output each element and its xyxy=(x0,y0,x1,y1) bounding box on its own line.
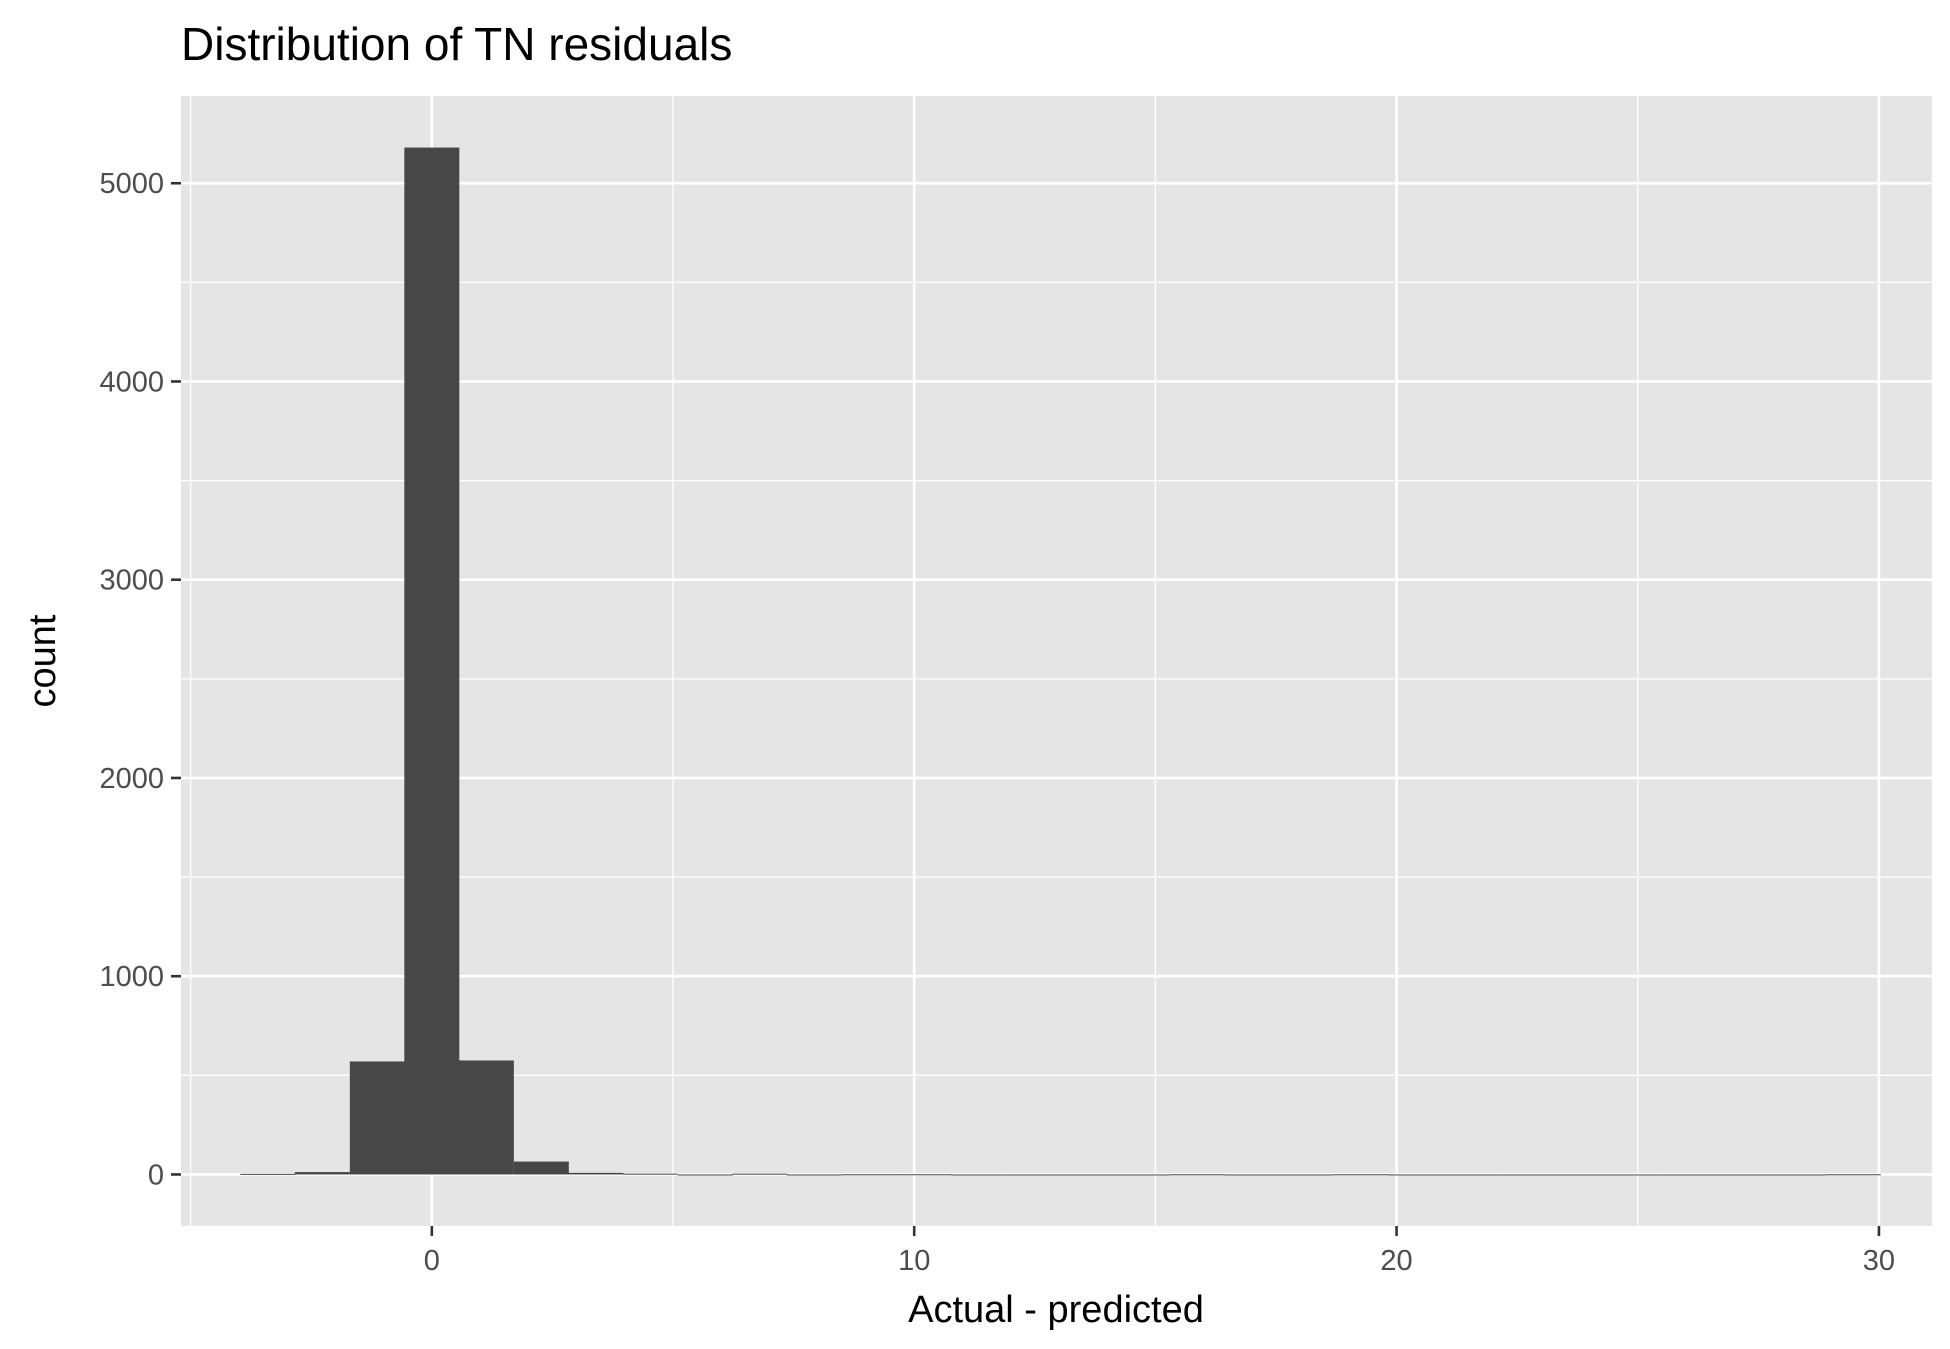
x-axis: 0 10 20 30 xyxy=(424,1226,1895,1277)
histogram-bar xyxy=(1224,1174,1280,1176)
histogram-bar xyxy=(1497,1174,1553,1176)
y-tick-label: 0 xyxy=(148,1159,164,1191)
histogram-bars xyxy=(240,147,1881,1176)
histogram-bar xyxy=(1606,1174,1662,1176)
histogram-bar xyxy=(1388,1174,1444,1176)
y-axis: 0 1000 2000 3000 4000 5000 xyxy=(99,168,181,1191)
histogram-bar xyxy=(1442,1174,1498,1176)
histogram-bar xyxy=(1661,1174,1717,1176)
y-tick-label: 3000 xyxy=(99,565,164,597)
histogram-bar xyxy=(1552,1174,1608,1176)
plot-panel xyxy=(181,96,1932,1226)
histogram-bar xyxy=(1770,1174,1826,1176)
y-tick-label: 1000 xyxy=(99,961,164,993)
histogram-bar xyxy=(950,1174,1006,1176)
chart-title: Distribution of TN residuals xyxy=(181,18,732,70)
histogram-bar xyxy=(1114,1174,1170,1176)
x-tick-label: 10 xyxy=(898,1245,930,1277)
histogram-bar xyxy=(513,1161,569,1175)
histogram-bar xyxy=(622,1173,678,1175)
x-tick-label: 20 xyxy=(1380,1245,1412,1277)
y-tick-label: 4000 xyxy=(99,366,164,398)
y-axis-title: count xyxy=(22,614,64,707)
y-tick-label: 2000 xyxy=(99,763,164,795)
histogram-bar xyxy=(732,1173,788,1175)
histogram-bar xyxy=(1716,1174,1772,1176)
histogram-bar xyxy=(896,1174,952,1176)
histogram-bar xyxy=(1278,1174,1334,1176)
histogram-bar xyxy=(1169,1174,1225,1176)
x-axis-title: Actual - predicted xyxy=(908,1289,1204,1331)
histogram-bar xyxy=(458,1060,514,1175)
histogram-bar xyxy=(677,1174,733,1176)
x-tick-label: 0 xyxy=(424,1245,440,1277)
histogram-bar xyxy=(1060,1174,1116,1176)
histogram-bar xyxy=(1825,1174,1881,1176)
histogram-bar xyxy=(294,1172,350,1175)
histogram-bar xyxy=(1005,1174,1061,1176)
histogram-bar xyxy=(786,1174,842,1176)
y-tick-label: 5000 xyxy=(99,168,164,200)
histogram-bar xyxy=(240,1173,296,1175)
histogram-bar xyxy=(568,1172,624,1175)
histogram-bar xyxy=(349,1061,405,1175)
histogram-bar xyxy=(1333,1174,1389,1176)
histogram-bar xyxy=(404,147,460,1175)
x-tick-label: 30 xyxy=(1863,1245,1895,1277)
histogram-bar xyxy=(841,1174,897,1176)
